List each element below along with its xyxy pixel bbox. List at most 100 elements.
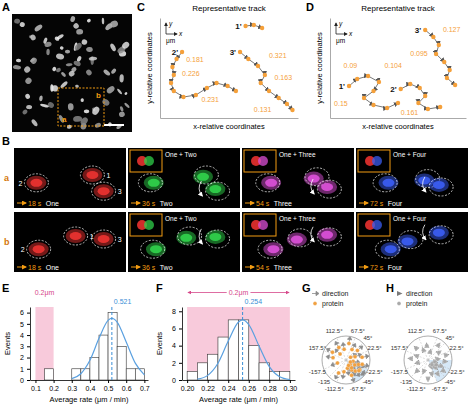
tick-label: 0.28 [263, 385, 277, 392]
tick-mark [108, 380, 109, 383]
bar [208, 354, 218, 380]
cell-core [98, 187, 110, 195]
motion-arrow [311, 227, 314, 242]
cell-outline [141, 240, 165, 258]
polar-triangle [414, 346, 420, 352]
track-point [260, 26, 264, 30]
track-point [385, 106, 389, 110]
cell-core [33, 245, 45, 253]
polar-circle [416, 361, 420, 365]
frame: One + Four72 sFour [356, 212, 468, 272]
polar-triangle [414, 360, 420, 365]
bar [108, 313, 117, 380]
frame-name: Two [160, 264, 173, 271]
frame-name: Three [274, 200, 292, 207]
fit-curve [197, 320, 289, 380]
time-arrow [245, 267, 254, 268]
angle-label: -45° [362, 379, 374, 385]
scale-bar [104, 124, 124, 126]
x-axis-title: Average rate (μm / min) [50, 395, 129, 404]
polar-circle [330, 350, 334, 354]
polar-triangle [435, 342, 440, 348]
band [187, 307, 290, 380]
cell-number: 1 [106, 172, 110, 179]
cell-blob [65, 50, 70, 54]
cell-blob [86, 47, 93, 53]
cell-blob [26, 105, 32, 109]
cell-core [433, 229, 445, 237]
tick-mark [27, 346, 30, 347]
cell-blob [68, 103, 74, 111]
tick-label: 0.30 [284, 385, 298, 392]
ref-label: 0.254 [245, 298, 263, 305]
tick-mark [179, 311, 182, 312]
legend-symbol [313, 302, 317, 306]
tick-label: 2 [172, 360, 176, 367]
panel-letter: E [2, 282, 9, 294]
inset-box [130, 214, 162, 236]
polar-circle [342, 347, 346, 351]
cell-core [402, 237, 414, 245]
track-point [172, 73, 176, 77]
track-point [442, 60, 446, 64]
track-point [256, 64, 260, 68]
polar-triangle [422, 347, 427, 353]
track-point [423, 94, 427, 98]
polar-circle [337, 346, 341, 350]
cell-core [209, 185, 221, 193]
legend: directionprotein [397, 290, 433, 308]
time-label: 72 s [370, 264, 384, 271]
polar-circle [430, 363, 434, 367]
cell-blob [22, 109, 29, 116]
cell-blob [33, 23, 43, 32]
cell-number: 3 [118, 188, 122, 195]
cell-core [180, 234, 192, 242]
track-point [246, 57, 250, 61]
tick-mark [179, 346, 182, 347]
x-axis-title: Average rate (μm / min) [199, 395, 278, 404]
band [35, 307, 53, 380]
rate-label: 0.161 [401, 109, 419, 116]
polar-panel: H22.5°45°67.5°112.5°157.5°-157.5-135-112… [386, 282, 465, 392]
polar-circle [434, 363, 438, 367]
cell-number: 3 [118, 236, 122, 243]
tick-mark [54, 380, 55, 383]
track-panel: DRepresentative trackx-relative coordina… [306, 1, 467, 131]
track-point [181, 95, 185, 99]
cell-blob [55, 53, 64, 60]
polar-circle [444, 353, 448, 357]
cell-blob [102, 18, 105, 25]
rate-label: 0.131 [254, 106, 272, 113]
cell-core [382, 179, 394, 187]
grid-line [428, 360, 445, 377]
polar-circle [443, 359, 447, 363]
track-point [276, 96, 280, 100]
bar [187, 371, 197, 380]
band-arrow [250, 292, 288, 293]
cell-core [291, 236, 303, 244]
cell-blob [40, 103, 49, 108]
outer-ring [404, 336, 452, 384]
polar-triangle [438, 363, 444, 368]
track-line [171, 52, 236, 97]
inset-box [244, 214, 276, 236]
region-box [58, 88, 104, 126]
cell-outline [24, 174, 48, 192]
time-label: 18 s [28, 200, 42, 207]
tick-label: 4 [172, 342, 176, 349]
axis-line [31, 380, 149, 381]
track-point [205, 86, 209, 90]
axis-line [161, 118, 299, 119]
angle-label: -157.5 [309, 369, 327, 375]
polar-circle [331, 356, 335, 360]
axis-key-arrow [336, 23, 337, 34]
cell-blob [101, 98, 110, 107]
tick: 2 [172, 360, 182, 367]
cell-blob [105, 85, 115, 95]
cell-outline [80, 166, 104, 184]
y-axis [330, 19, 331, 119]
tick-label: 4 [20, 332, 24, 339]
frame-background [128, 148, 240, 208]
bar [54, 380, 63, 381]
time-arrow [131, 267, 140, 268]
